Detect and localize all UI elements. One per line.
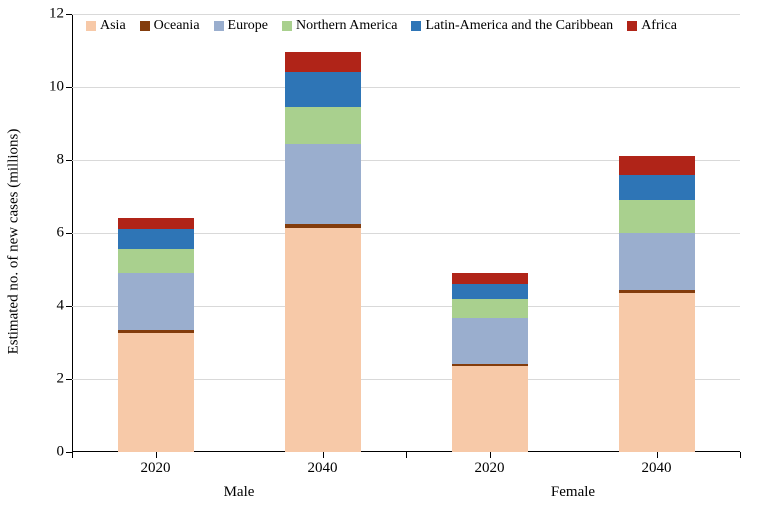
legend-item: Asia: [86, 18, 126, 34]
x-tick-mark: [740, 452, 741, 458]
y-tick-label: 2: [42, 371, 64, 388]
y-tick-label: 6: [42, 225, 64, 242]
y-tick-mark: [66, 160, 72, 161]
legend-label: Europe: [228, 18, 268, 34]
bar-segment-europe: [619, 233, 695, 290]
bar: [619, 156, 695, 452]
x-tick-mark: [657, 452, 658, 458]
bar-segment-namer: [452, 299, 528, 318]
x-group-label: Male: [224, 484, 255, 501]
legend: Asia Oceania Europe Northern America Latin-A…: [86, 18, 691, 34]
x-tick-mark: [323, 452, 324, 458]
gridline: [72, 87, 740, 88]
y-tick-label: 10: [42, 79, 64, 96]
x-tick-mark: [490, 452, 491, 458]
legend-item: Africa: [627, 18, 677, 34]
bar-segment-africa: [285, 52, 361, 72]
legend-swatch: [627, 21, 637, 31]
y-tick-mark: [66, 87, 72, 88]
bar: [285, 52, 361, 452]
bar-segment-namer: [285, 107, 361, 144]
y-tick-label: 12: [42, 6, 64, 23]
x-tick-label: 2020: [141, 460, 171, 477]
bar-segment-oceania: [619, 290, 695, 293]
bar: [118, 218, 194, 452]
legend-swatch: [86, 21, 96, 31]
bar-segment-africa: [452, 273, 528, 284]
bar-segment-oceania: [118, 330, 194, 334]
legend-item: Europe: [214, 18, 268, 34]
legend-item: Latin-America and the Caribbean: [411, 18, 613, 34]
y-axis-title: Estimated no. of new cases (millions): [6, 129, 23, 355]
legend-label: Asia: [100, 18, 126, 34]
x-tick-label: 2020: [475, 460, 505, 477]
y-tick-mark: [66, 14, 72, 15]
bar-segment-asia: [452, 366, 528, 452]
legend-item: Oceania: [140, 18, 200, 34]
bar-segment-africa: [619, 156, 695, 174]
x-tick-mark: [406, 452, 407, 458]
legend-swatch: [411, 21, 421, 31]
plot-area: [72, 14, 740, 452]
legend-swatch: [140, 21, 150, 31]
x-tick-mark: [72, 452, 73, 458]
y-tick-label: 0: [42, 444, 64, 461]
bar-segment-asia: [285, 228, 361, 452]
bar-segment-europe: [118, 273, 194, 330]
bar-segment-europe: [452, 318, 528, 364]
x-tick-label: 2040: [308, 460, 338, 477]
y-tick-label: 8: [42, 152, 64, 169]
x-tick-label: 2040: [642, 460, 672, 477]
bar-segment-lac: [452, 284, 528, 299]
bar-segment-lac: [118, 229, 194, 249]
bar-segment-namer: [619, 200, 695, 233]
bar-segment-asia: [118, 333, 194, 452]
bar-segment-europe: [285, 144, 361, 224]
chart-container: Estimated no. of new cases (millions) As…: [0, 0, 757, 519]
y-tick-mark: [66, 379, 72, 380]
y-tick-mark: [66, 306, 72, 307]
bar-segment-namer: [118, 249, 194, 273]
legend-swatch: [214, 21, 224, 31]
x-group-label: Female: [551, 484, 595, 501]
bar-segment-lac: [619, 175, 695, 201]
x-tick-mark: [156, 452, 157, 458]
legend-swatch: [282, 21, 292, 31]
legend-label: Latin-America and the Caribbean: [425, 18, 613, 34]
bar: [452, 273, 528, 452]
bar-segment-lac: [285, 72, 361, 107]
bar-segment-oceania: [285, 224, 361, 228]
bar-segment-asia: [619, 293, 695, 452]
y-tick-mark: [66, 233, 72, 234]
legend-label: Northern America: [296, 18, 397, 34]
gridline: [72, 14, 740, 15]
legend-item: Northern America: [282, 18, 397, 34]
bar-segment-oceania: [452, 364, 528, 367]
legend-label: Oceania: [154, 18, 200, 34]
bar-segment-africa: [118, 218, 194, 229]
legend-label: Africa: [641, 18, 677, 34]
y-tick-label: 4: [42, 298, 64, 315]
